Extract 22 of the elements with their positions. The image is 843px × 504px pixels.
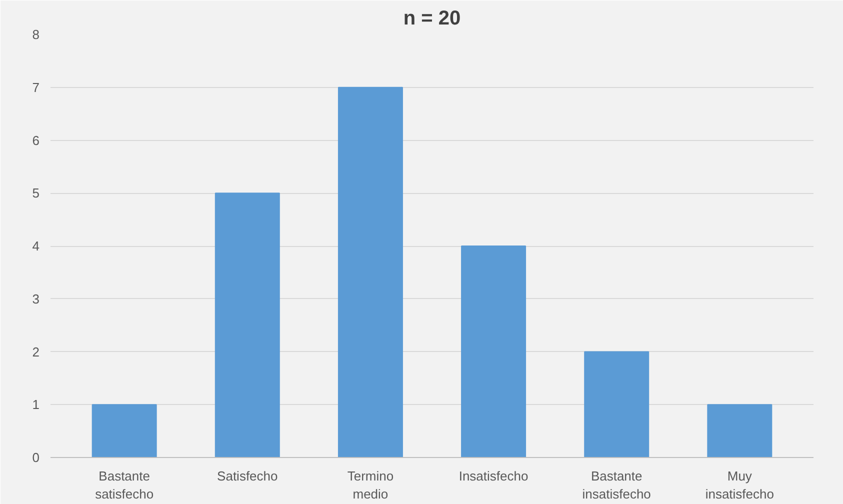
bar (461, 246, 526, 458)
x-tick-label: Insatisfecho (458, 468, 528, 484)
y-tick-label: 0 (32, 450, 40, 465)
bar (92, 404, 157, 458)
y-tick-label: 3 (32, 291, 40, 306)
y-tick-label: 2 (32, 344, 40, 360)
x-tick-label: Bastante satisfecho (95, 468, 154, 502)
bar (707, 404, 772, 458)
x-tick-label: Satisfecho (217, 468, 278, 484)
x-tick-label: Bastante insatisfecho (582, 468, 651, 502)
y-tick-label: 6 (32, 132, 40, 148)
y-tick-label: 5 (32, 186, 40, 201)
x-tick-label: Muy insatisfecho (705, 468, 774, 502)
y-tick-label: 7 (32, 80, 40, 95)
y-tick-label: 4 (32, 238, 40, 254)
bar (338, 86, 403, 458)
chart-title: n = 20 (403, 8, 461, 30)
bar (584, 351, 650, 458)
y-tick-label: 1 (32, 397, 40, 412)
y-tick-label: 8 (32, 27, 40, 42)
bar (214, 192, 280, 458)
x-tick-label: Termino medio (347, 468, 394, 502)
